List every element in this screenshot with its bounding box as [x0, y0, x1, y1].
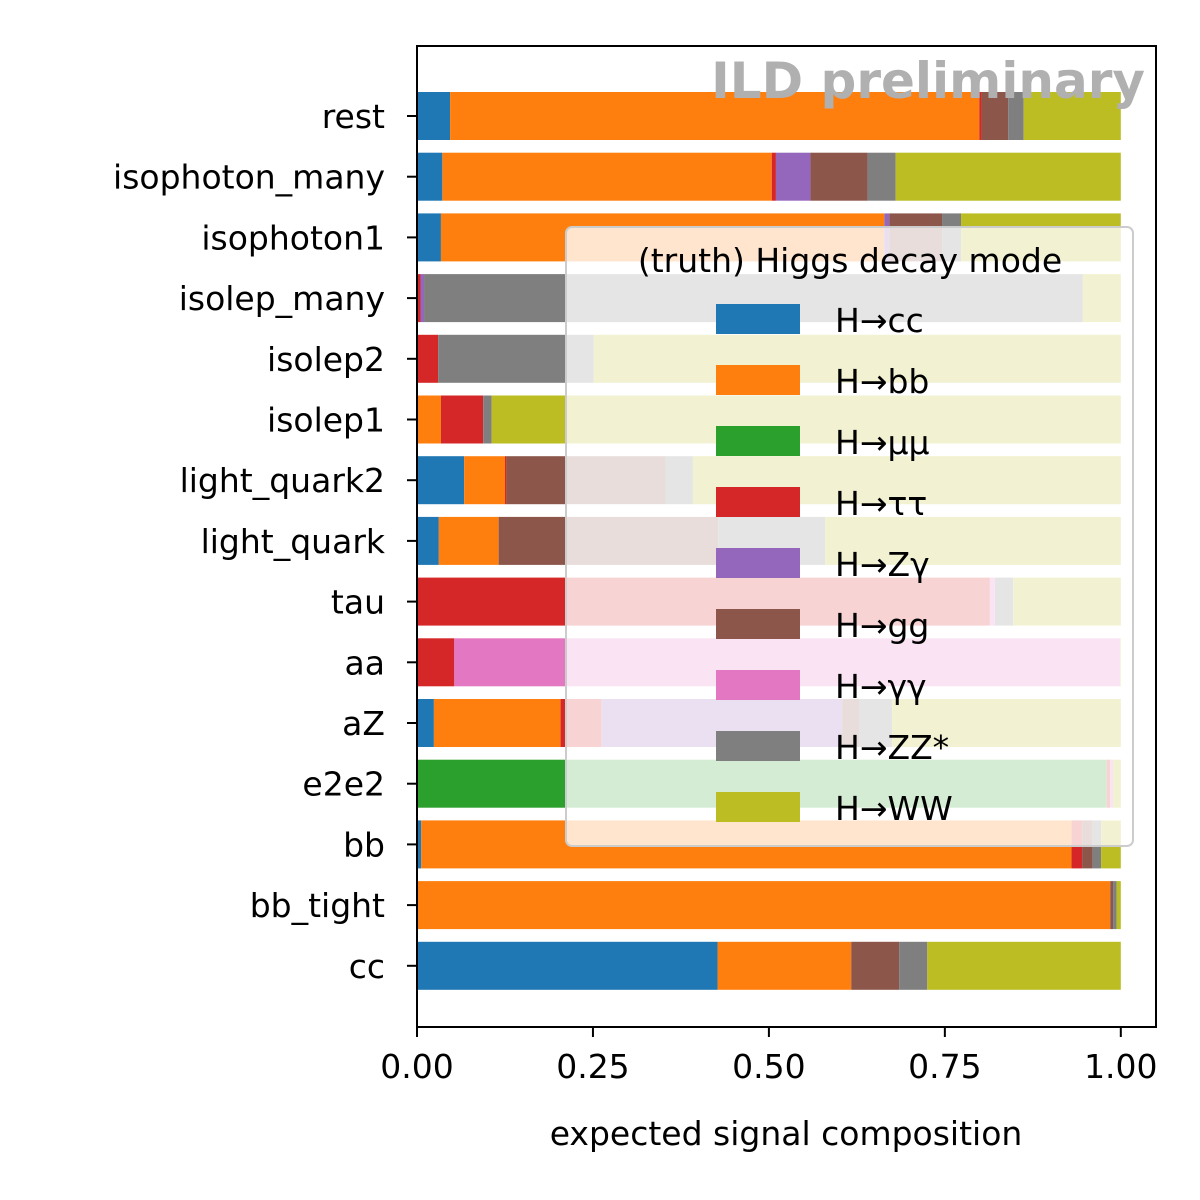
y-tick-label: isolep1	[267, 401, 385, 440]
watermark-text: ILD preliminary	[711, 52, 1145, 110]
bar-segment-isophoton_many-3	[771, 152, 776, 201]
y-tick-label: isolep2	[267, 340, 385, 379]
y-tick-label: isophoton1	[201, 218, 385, 257]
legend-label: H→ZZ*	[835, 728, 949, 767]
bar-segment-light_quark2-0	[417, 456, 465, 505]
bar-segment-rest-7	[1008, 92, 1024, 140]
bar-segment-isophoton_many-7	[867, 152, 896, 201]
y-tick-label: cc	[349, 947, 385, 986]
y-tick-label: isophoton_many	[113, 158, 385, 197]
legend-label: H→WW	[835, 789, 953, 828]
bar-segment-isophoton1-0	[417, 213, 441, 262]
bar-segment-isolep1-3	[440, 395, 484, 444]
legend-swatch	[716, 426, 800, 456]
bar-segment-bb_tight-1	[417, 881, 1111, 930]
legend-swatch	[716, 365, 800, 395]
bar-segment-isophoton_many-0	[417, 152, 443, 201]
x-tick-label: 1.00	[1084, 1047, 1157, 1086]
legend-label: H→ττ	[835, 484, 927, 523]
y-tick-label: light_quark2	[180, 461, 385, 500]
bar-segment-cc-0	[417, 941, 718, 990]
legend-label: H→Zγ	[835, 545, 930, 584]
bar-segment-isolep1-1	[417, 395, 441, 444]
y-tick-label: e2e2	[302, 765, 385, 804]
legend-box	[565, 226, 1134, 847]
y-tick-label: aa	[345, 643, 385, 682]
bar-segment-rest-0	[417, 92, 451, 140]
bar-segment-cc-7	[899, 941, 928, 990]
legend-label: H→μμ	[835, 423, 929, 462]
legend-swatch	[716, 548, 800, 578]
bar-segment-aZ-1	[433, 699, 561, 747]
bar-segment-light_quark-0	[417, 516, 439, 565]
legend-title: (truth) Higgs decay mode	[638, 241, 1062, 280]
y-tick-label: aZ	[342, 704, 385, 743]
legend: (truth) Higgs decay mode H→cc H→bb H→μμ H→τ…	[565, 226, 1134, 847]
x-tick-label: 0.50	[732, 1047, 805, 1086]
legend-label: H→cc	[835, 301, 924, 340]
bar-segment-light_quark2-3	[504, 456, 507, 505]
legend-swatch	[716, 304, 800, 334]
legend-swatch	[716, 487, 800, 517]
bar-segment-isolep_many-3	[417, 274, 421, 323]
bar-segment-bb_tight-8	[1116, 881, 1121, 930]
y-axis: rest isophoton_many isophoton1 isolep_manyi…	[113, 97, 417, 986]
y-tick-label: light_quark	[201, 522, 386, 561]
legend-swatch	[716, 609, 800, 639]
bar-segment-bb_tight-5	[1110, 881, 1114, 930]
legend-entries: H→cc H→bb H→μμ H→ττ H→Zγ H→gg H→γγ H→ZZ* H→WW	[716, 301, 953, 828]
bar-segment-isolep1-7	[483, 395, 492, 444]
bar-segment-rest-1	[450, 92, 980, 140]
bar-segment-rest-8	[1023, 92, 1121, 140]
bar-segment-isolep2-3	[417, 334, 439, 383]
legend-label: H→gg	[835, 606, 929, 645]
legend-label: H→bb	[835, 362, 929, 401]
legend-swatch	[716, 792, 800, 822]
bar-segment-bb_tight-7	[1113, 881, 1117, 930]
bar-segment-bb-0	[417, 820, 422, 869]
bar-segment-aa-3	[417, 638, 455, 687]
y-tick-label: bb	[343, 825, 385, 864]
x-tick-label: 0.00	[380, 1047, 453, 1086]
bar-segment-cc-5	[851, 941, 900, 990]
bar-segment-light_quark-1	[438, 516, 499, 565]
y-tick-label: isolep_many	[179, 279, 385, 318]
x-tick-label: 0.25	[556, 1047, 629, 1086]
bar-segment-rest-5	[981, 92, 1009, 140]
bar-segment-rest-3	[979, 92, 982, 140]
x-axis-label: expected signal composition	[550, 1114, 1023, 1153]
bar-segment-isophoton_many-8	[895, 152, 1121, 201]
bar-segment-isophoton_many-5	[810, 152, 868, 201]
bar-segment-cc-8	[927, 941, 1121, 990]
x-tick-label: 0.75	[908, 1047, 981, 1086]
y-tick-label: bb_tight	[250, 886, 385, 925]
bar-segment-isolep_many-4	[420, 274, 425, 323]
bar-segment-isophoton_many-4	[775, 152, 811, 201]
y-tick-label: tau	[331, 583, 385, 622]
bar-segment-isophoton_many-1	[442, 152, 772, 201]
bar-segment-light_quark2-1	[464, 456, 505, 505]
x-axis: 0.00 0.25 0.50 0.75 1.00	[380, 1027, 1158, 1086]
legend-swatch	[716, 731, 800, 761]
legend-swatch	[716, 670, 800, 700]
legend-label: H→γγ	[835, 667, 927, 706]
bar-segment-cc-1	[717, 941, 852, 990]
axes-frame	[416, 45, 1157, 1028]
y-tick-label: rest	[322, 97, 385, 136]
bar-segment-aZ-0	[417, 699, 434, 747]
